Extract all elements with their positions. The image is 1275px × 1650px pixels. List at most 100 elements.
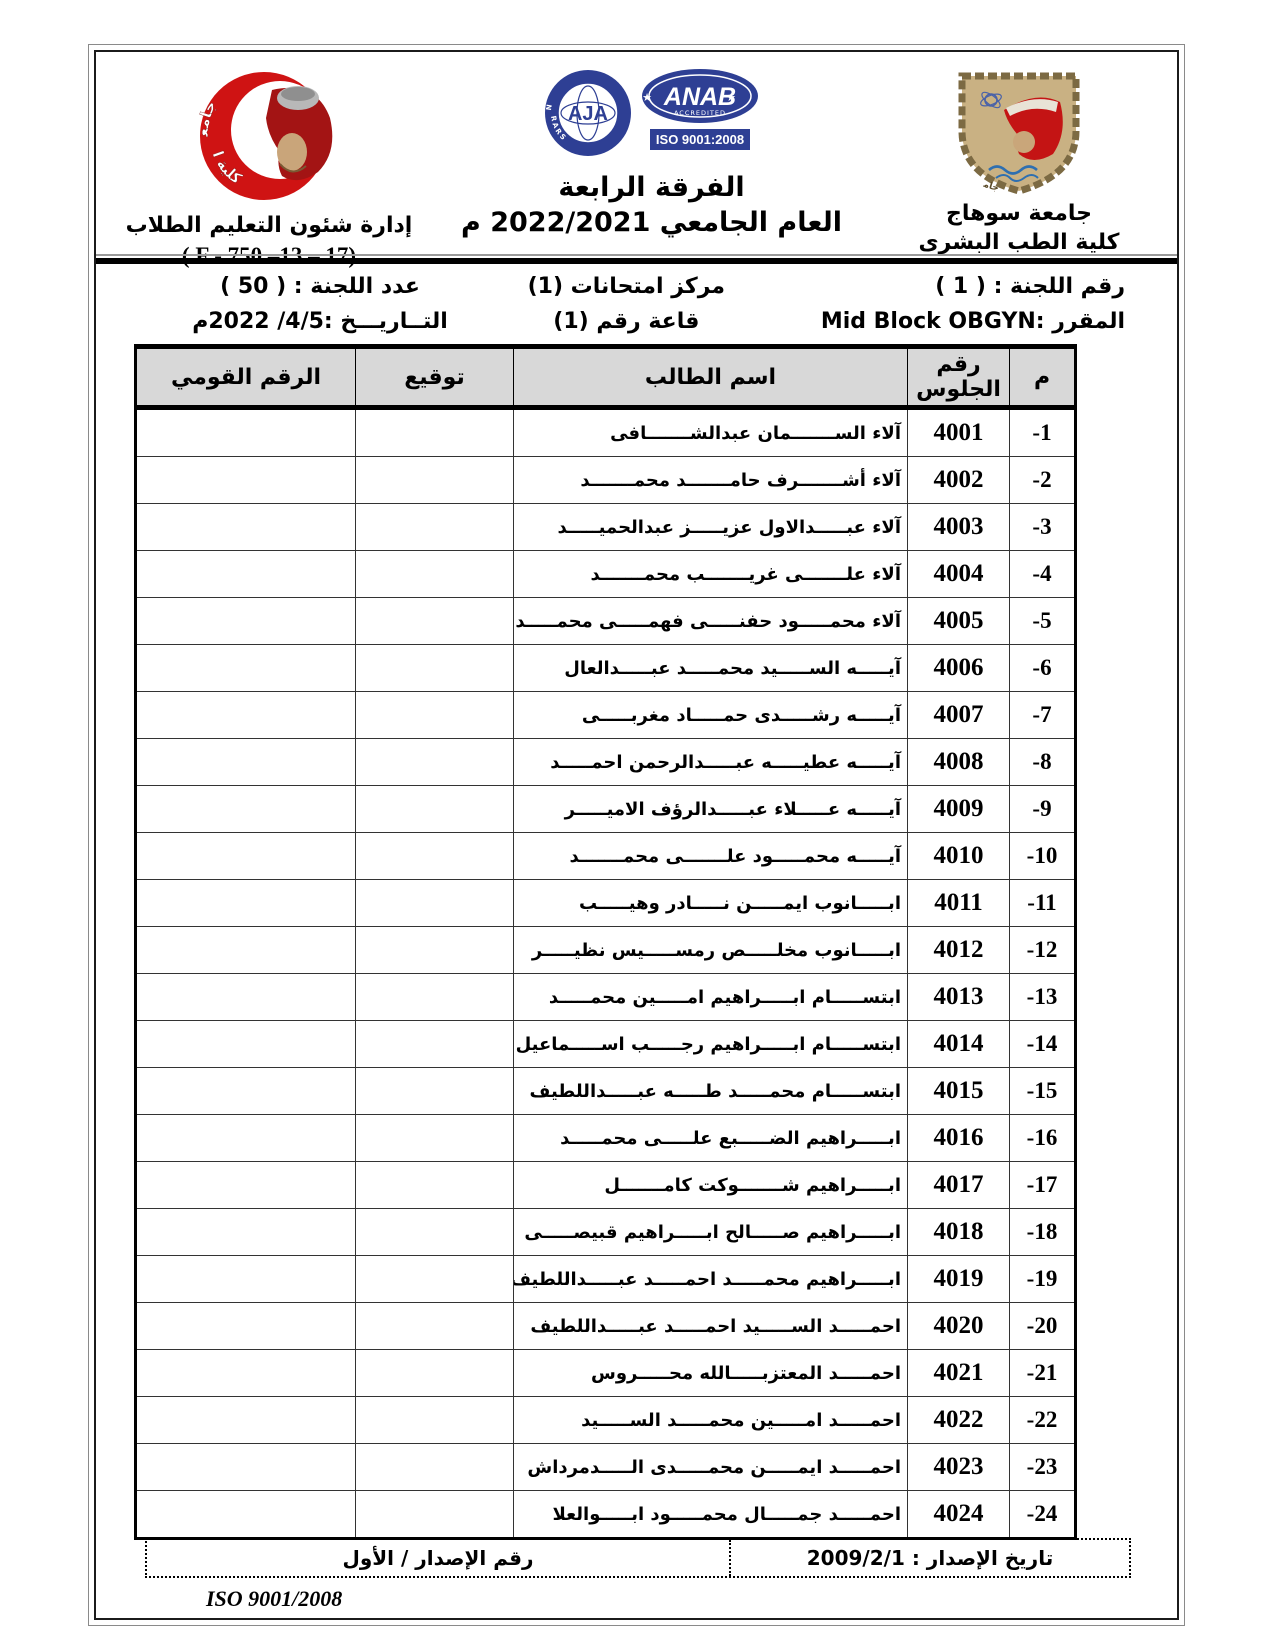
seat-number: 4013: [907, 973, 1010, 1021]
iso-9001-2008-badge: ISO 9001:2008: [655, 132, 743, 147]
signature-cell: [355, 879, 514, 927]
national-id-cell: [135, 1349, 356, 1397]
signature-cell: [355, 1443, 514, 1491]
row-index: -24: [1009, 1490, 1076, 1539]
signature-cell: [355, 1067, 514, 1115]
national-id-cell: [135, 644, 356, 692]
committee-count: عدد اللجنة : ( 50 ): [220, 274, 420, 299]
committee-number: رقم اللجنة : ( 1 ): [935, 274, 1125, 299]
course-name: المقرر :Mid Block OBGYN: [820, 309, 1125, 334]
table-row: -2 4002 آلاء أشـــــــرف حامـــــــد محم…: [135, 456, 1076, 504]
anab-logo-icon: ANAB ★ ★ ACCREDITED ISO 9001:2008: [641, 69, 758, 150]
header-center-block: ANAB ★ ★ ACCREDITED ISO 9001:2008: [434, 68, 869, 254]
seat-number: 4008: [907, 738, 1010, 786]
seat-number: 4003: [907, 503, 1010, 551]
student-name: ابتســـــام ابـــــراهيم رجـــــب اســــ…: [513, 1020, 908, 1068]
seat-number: 4010: [907, 832, 1010, 880]
document-header: جامعة سوهاج جامعة سوهاج كلية الطب البشرى…: [96, 52, 1177, 268]
table-row: -3 4003 آلاء عبـــــدالاول عزيـــــز عبد…: [135, 503, 1076, 551]
row-index: -8: [1009, 738, 1076, 786]
seat-number: 4014: [907, 1020, 1010, 1068]
row-index: -5: [1009, 597, 1076, 645]
exam-center: مركز امتحانات (1): [527, 274, 726, 299]
national-id-cell: [135, 926, 356, 974]
issue-number: رقم الإصدار / الأول: [342, 1546, 534, 1570]
sohag-university-shield-icon: جامعة سوهاج: [939, 61, 1080, 195]
national-id-cell: [135, 1443, 356, 1491]
seat-number: 4023: [907, 1443, 1010, 1491]
student-name: آلاء علـــــــى غريـــــــب محمـــــــد: [513, 550, 908, 598]
table-row: -19 4019 ابـــــراهيم محمـــــد احمـــــ…: [135, 1255, 1076, 1303]
student-name: احمـــــد المعتزبـــــالله محـــــروس: [513, 1349, 908, 1397]
national-id-cell: [135, 879, 356, 927]
faculty-name: كلية الطب البشرى: [918, 229, 1120, 255]
national-id-cell: [135, 1067, 356, 1115]
table-row: -9 4009 آيـــــه عـــــلاء عبـــــدالرؤف…: [135, 785, 1076, 833]
seat-number: 4022: [907, 1396, 1010, 1444]
row-index: -23: [1009, 1443, 1076, 1491]
signature-cell: [355, 407, 514, 457]
attendance-table: م رقم الجلوس اسم الطالب توقيع الرقم القو…: [134, 344, 1077, 1540]
table-row: -5 4005 آلاء محمـــــود حفنـــــى فهمـــ…: [135, 597, 1076, 645]
national-id-cell: [135, 1020, 356, 1068]
committee-info-row-2: المقرر :Mid Block OBGYN قاعة رقم (1) الت…: [126, 309, 1147, 334]
seat-number: 4001: [907, 407, 1010, 457]
table-row: -1 4001 آلاء الســـــــمان عبدالشـــــــ…: [135, 407, 1076, 457]
header-signature: توقيع: [355, 346, 514, 410]
seat-number: 4017: [907, 1161, 1010, 1209]
student-name: آيـــــه عطيـــــه عبـــــدالرحمن احمـــ…: [513, 738, 908, 786]
row-index: -16: [1009, 1114, 1076, 1162]
national-id-cell: [135, 1490, 356, 1539]
table-row: -8 4008 آيـــــه عطيـــــه عبـــــدالرحم…: [135, 738, 1076, 786]
signature-cell: [355, 973, 514, 1021]
row-index: -22: [1009, 1396, 1076, 1444]
administration-name: إدارة شئون التعليم الطلاب: [125, 213, 413, 238]
signature-cell: [355, 1114, 514, 1162]
seat-number: 4018: [907, 1208, 1010, 1256]
student-name: آلاء أشـــــــرف حامـــــــد محمـــــــد: [513, 456, 908, 504]
row-index: -13: [1009, 973, 1076, 1021]
table-row: -13 4013 ابتســـــام ابـــــراهيم امــــ…: [135, 973, 1076, 1021]
signature-cell: [355, 503, 514, 551]
student-name: آلاء محمـــــود حفنـــــى فهمـــــى محمـ…: [513, 597, 908, 645]
footer-version-table: تاريخ الإصدار : 2009/2/1 رقم الإصدار / ا…: [145, 1538, 1131, 1578]
table-row: -16 4016 ابـــــراهيم الضـــــبع علـــــ…: [135, 1114, 1076, 1162]
signature-cell: [355, 738, 514, 786]
faculty-crescent-logo-icon: جامعة سوهاج كلية الطب: [167, 54, 333, 200]
student-name: ابـــــراهيم الضـــــبع علـــــى محمــــ…: [513, 1114, 908, 1162]
table-row: -6 4006 آيـــــه الســـــيد محمـــــد عب…: [135, 644, 1076, 692]
signature-cell: [355, 1349, 514, 1397]
national-id-cell: [135, 1208, 356, 1256]
table-row: -18 4018 ابـــــراهيم صـــــالح ابـــــر…: [135, 1208, 1076, 1256]
row-index: -19: [1009, 1255, 1076, 1303]
student-name: ابـــــراهيم صـــــالح ابـــــراهيم قبيص…: [513, 1208, 908, 1256]
national-id-cell: [135, 456, 356, 504]
university-block: جامعة سوهاج جامعة سوهاج كلية الطب البشرى: [869, 61, 1169, 255]
row-index: -11: [1009, 879, 1076, 927]
issue-date: تاريخ الإصدار : 2009/2/1: [729, 1540, 1129, 1576]
row-index: -7: [1009, 691, 1076, 739]
row-index: -18: [1009, 1208, 1076, 1256]
signature-cell: [355, 456, 514, 504]
student-name: آيـــــه رشـــــدى حمـــــاد مغربـــــى: [513, 691, 908, 739]
signature-cell: [355, 785, 514, 833]
national-id-cell: [135, 691, 356, 739]
signature-cell: [355, 644, 514, 692]
row-index: -9: [1009, 785, 1076, 833]
table-row: -14 4014 ابتســـــام ابـــــراهيم رجــــ…: [135, 1020, 1076, 1068]
seat-number: 4009: [907, 785, 1010, 833]
seat-number: 4011: [907, 879, 1010, 927]
row-index: -1: [1009, 407, 1076, 457]
row-index: -15: [1009, 1067, 1076, 1115]
table-row: -22 4022 احمـــــد امـــــين محمـــــد ا…: [135, 1396, 1076, 1444]
signature-cell: [355, 1161, 514, 1209]
student-name: ابـــــانوب مخلـــــص رمســـــيس نظيــــ…: [513, 926, 908, 974]
table-row: -17 4017 ابـــــراهيم شـــــــوكت كامـــ…: [135, 1161, 1076, 1209]
header-index: م: [1009, 346, 1076, 410]
national-id-cell: [135, 597, 356, 645]
seat-number: 4006: [907, 644, 1010, 692]
national-id-cell: [135, 785, 356, 833]
student-name: آلاء عبـــــدالاول عزيـــــز عبدالحميـــ…: [513, 503, 908, 551]
row-index: -21: [1009, 1349, 1076, 1397]
seat-number: 4002: [907, 456, 1010, 504]
